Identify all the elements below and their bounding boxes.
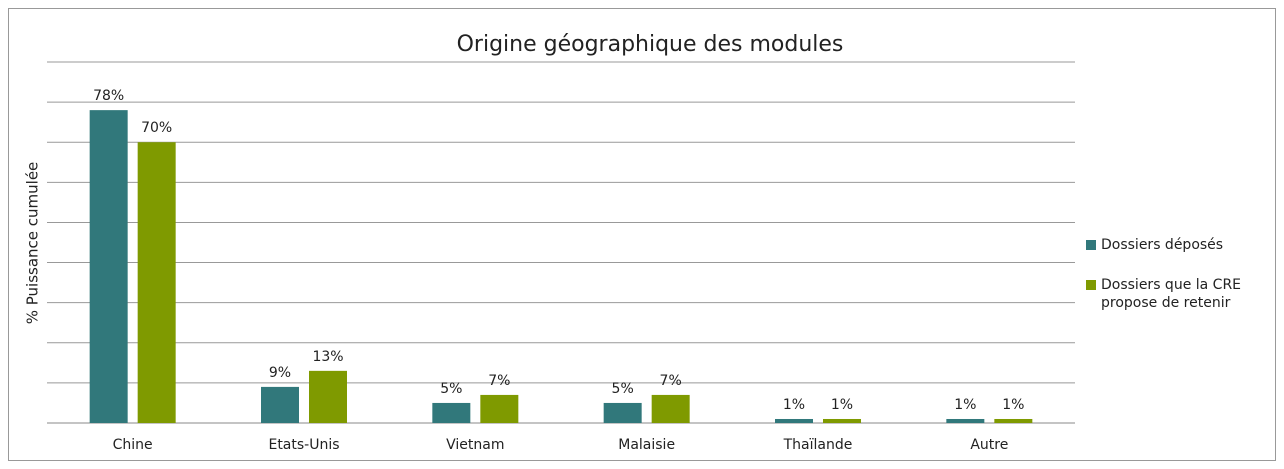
chart-title: Origine géographique des modules — [457, 32, 844, 57]
bar — [89, 110, 128, 423]
x-tick-label: Thaïlande — [783, 437, 853, 453]
value-label: 78% — [93, 88, 124, 104]
frame — [8, 8, 1276, 461]
value-label: 13% — [312, 349, 343, 365]
bar — [309, 370, 347, 423]
value-label: 7% — [660, 373, 682, 389]
value-label: 70% — [141, 120, 172, 136]
value-label: 9% — [269, 365, 291, 381]
legend-label: Dossiers que la CRE propose de retenir — [1101, 277, 1242, 311]
x-tick-label: Autre — [970, 437, 1008, 453]
value-label: 1% — [831, 397, 853, 413]
bar — [137, 142, 176, 423]
bar — [946, 418, 985, 423]
legend: Dossiers déposés Dossiers que la CRE prop… — [1086, 236, 1266, 334]
bar — [651, 394, 690, 423]
legend-entry: Dossiers que la CRE propose de retenir — [1086, 276, 1266, 312]
bar — [775, 418, 813, 423]
x-tick-label: Malaisie — [618, 437, 675, 453]
value-label: 5% — [612, 381, 634, 397]
legend-entry: Dossiers déposés — [1086, 236, 1266, 254]
value-label: 1% — [1002, 397, 1024, 413]
y-axis-label: % Puissance cumulée — [24, 162, 42, 325]
value-label: 5% — [440, 381, 462, 397]
bar — [603, 402, 642, 423]
bar — [432, 402, 471, 423]
legend-label: Dossiers déposés — [1101, 237, 1224, 253]
x-tick-label: Etats-Unis — [268, 437, 339, 453]
legend-swatch — [1086, 240, 1096, 250]
value-label: 1% — [783, 397, 805, 413]
bar — [480, 394, 519, 423]
x-tick-label: Chine — [113, 437, 153, 453]
x-tick-label: Vietnam — [446, 437, 504, 453]
legend-swatch — [1086, 280, 1096, 290]
value-label: 7% — [488, 373, 510, 389]
bar — [261, 386, 299, 423]
bar — [994, 418, 1033, 423]
bar — [823, 418, 861, 423]
value-label: 1% — [954, 397, 976, 413]
